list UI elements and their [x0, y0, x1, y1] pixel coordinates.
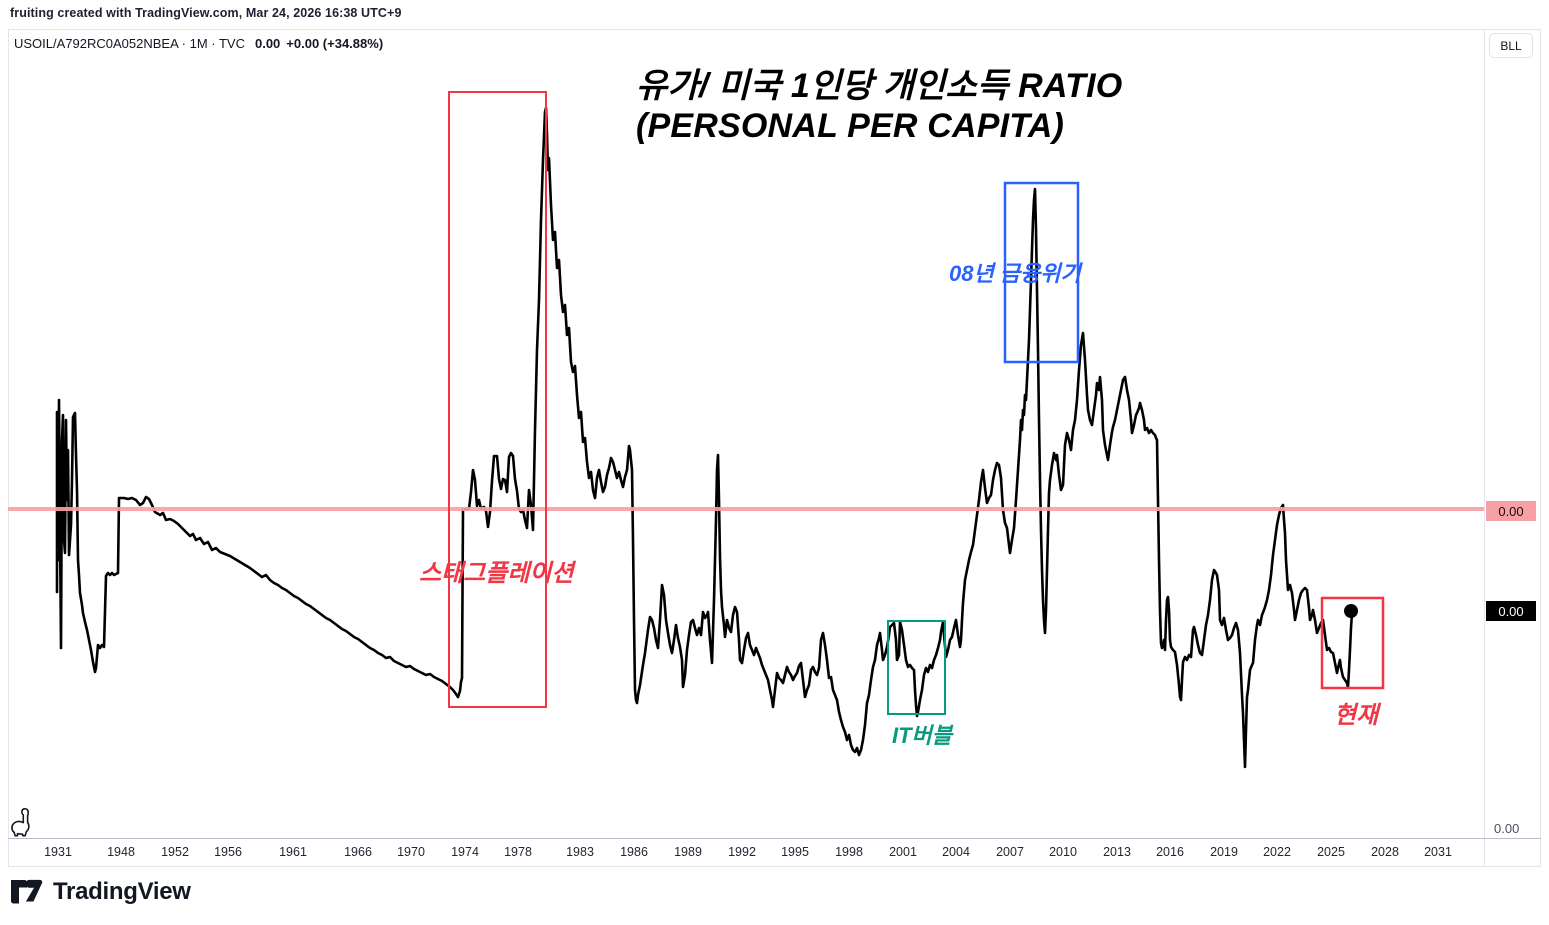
time-axis-tick-2007: 2007: [996, 845, 1024, 859]
time-axis-tick-1998: 1998: [835, 845, 863, 859]
chart-bottom-border: [8, 866, 1541, 867]
annotation-crisis08-box[interactable]: [1003, 181, 1080, 364]
symbol-name[interactable]: USOIL/A792RC0A052NBEA: [14, 36, 179, 51]
screenshot-watermark: fruiting created with TradingView.com, M…: [10, 6, 402, 20]
annotation-label-stagflation[interactable]: 스태그플레이션: [419, 560, 574, 587]
time-axis-tick-1983: 1983: [566, 845, 594, 859]
time-axis-tick-2004: 2004: [942, 845, 970, 859]
reference-price-label: 0.00: [1486, 501, 1536, 521]
time-axis-tick-2001: 2001: [889, 845, 917, 859]
symbol-legend[interactable]: USOIL/A792RC0A052NBEA · 1M · TVC 0.00 +0.0…: [14, 36, 383, 51]
last-price-value: 0.00: [254, 36, 281, 51]
time-axis-tick-1966: 1966: [344, 845, 372, 859]
time-axis-tick-2010: 2010: [1049, 845, 1077, 859]
time-axis-tick-2031: 2031: [1424, 845, 1452, 859]
time-axis-border: [8, 838, 1541, 839]
annotation-label-it-bubble[interactable]: IT버블: [892, 723, 953, 748]
time-axis[interactable]: 1931 1948 1952 1956 1961 1966 1970 1974 1978 1983…: [8, 839, 1484, 866]
price-axis-separator: [1484, 29, 1485, 867]
time-axis-tick-2019: 2019: [1210, 845, 1238, 859]
annotation-itbubble-box[interactable]: [887, 620, 946, 715]
last-price-label: 0.00: [1486, 601, 1536, 621]
time-axis-tick-2013: 2013: [1103, 845, 1131, 859]
tradingview-logo-icon: [11, 879, 43, 904]
time-axis-tick-1931: 1931: [44, 845, 72, 859]
time-axis-tick-1974: 1974: [451, 845, 479, 859]
time-axis-tick-1992: 1992: [728, 845, 756, 859]
chart-title-line1: 유가/ 미국 1인당 개인소득 RATIO: [636, 67, 1123, 105]
time-axis-tick-2025: 2025: [1317, 845, 1345, 859]
time-axis-tick-1978: 1978: [504, 845, 532, 859]
symbol-interval-exchange[interactable]: · 1M · TVC: [178, 36, 245, 51]
time-axis-tick-1952: 1952: [161, 845, 189, 859]
price-change-value: +0.00 (+34.88%): [286, 36, 384, 51]
annotation-label-current[interactable]: 현재: [1334, 702, 1379, 729]
time-axis-tick-1986: 1986: [620, 845, 648, 859]
time-axis-tick-1995: 1995: [781, 845, 809, 859]
price-scale-mode-button[interactable]: BLL: [1489, 33, 1533, 58]
chart-plot-frame: [8, 29, 1541, 867]
annotation-current-box[interactable]: [1320, 596, 1385, 690]
price-line-series: [55, 106, 1354, 769]
annotation-stagflation-box[interactable]: [448, 91, 547, 708]
time-axis-tick-1948: 1948: [107, 845, 135, 859]
time-axis-tick-1961: 1961: [279, 845, 307, 859]
time-axis-tick-2022: 2022: [1263, 845, 1291, 859]
time-axis-tick-1956: 1956: [214, 845, 242, 859]
dinosaur-icon: [11, 808, 30, 837]
chart-title-line2: (PERSONAL PER CAPITA): [636, 107, 1064, 145]
zero-level-label: 0.00: [1494, 820, 1520, 836]
time-axis-tick-1970: 1970: [397, 845, 425, 859]
chart-title[interactable]: 유가/ 미국 1인당 개인소득 RATIO (PERSONAL PER CAPI…: [636, 66, 1122, 146]
annotation-label-2008-crisis[interactable]: 08년 금융위기: [949, 261, 1081, 286]
tradingview-footer: TradingView: [10, 878, 191, 906]
time-axis-tick-1989: 1989: [674, 845, 702, 859]
time-axis-tick-2028: 2028: [1371, 845, 1399, 859]
last-point-marker[interactable]: [1344, 604, 1358, 618]
tradingview-brand-text: TradingView: [53, 878, 191, 905]
time-axis-tick-2016: 2016: [1156, 845, 1184, 859]
